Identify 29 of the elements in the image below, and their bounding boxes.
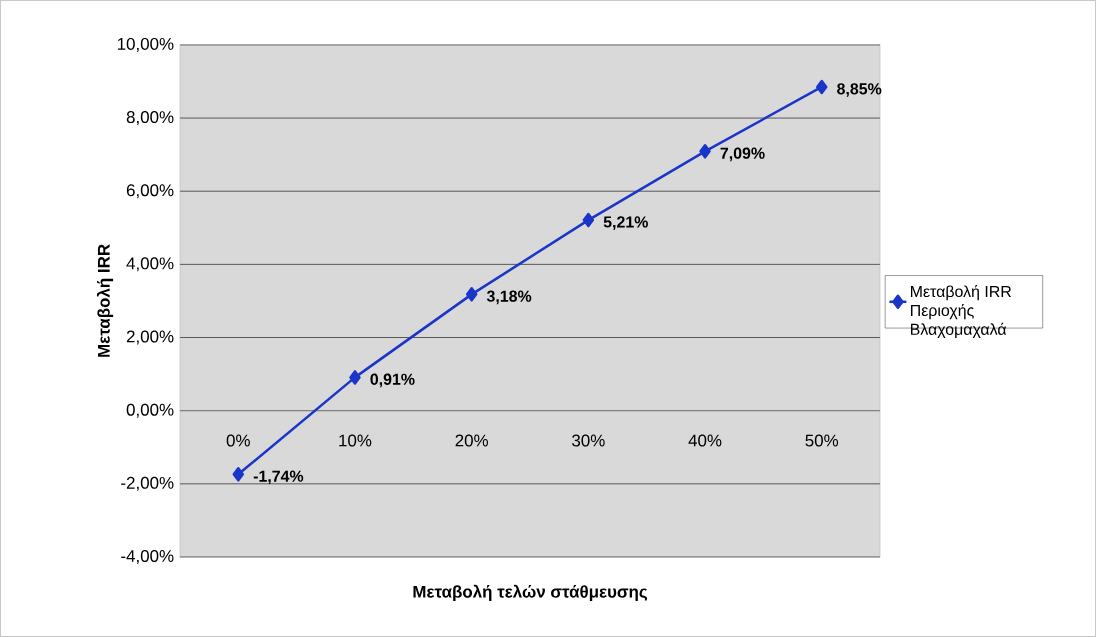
y-tick-label: 8,00% (126, 111, 174, 126)
x-axis-title: Μεταβολή τελών στάθμευσης (413, 584, 648, 602)
data-label: 0,91% (370, 373, 415, 388)
y-axis-title: Μεταβολή IRR (96, 244, 114, 357)
x-tick-label: 20% (455, 434, 488, 447)
data-label: 8,85% (837, 83, 882, 97)
x-tick-label: 50% (805, 434, 839, 447)
data-label: 7,09% (720, 147, 765, 162)
point (815, 79, 828, 95)
x-tick-label: 0% (226, 434, 250, 447)
data-label: 5,21% (603, 216, 648, 230)
x-tick-label: 30% (572, 434, 605, 447)
data-label: 3,18% (486, 290, 532, 305)
point (582, 212, 595, 228)
y-tick-label: -2,00% (121, 476, 174, 491)
y-tick-label: 6,00% (126, 184, 174, 199)
legend-label: Μεταβολή IRR Περιοχής Βλαχομαχαλά (910, 285, 1012, 339)
y-tick-label: 4,00% (126, 257, 174, 272)
point (465, 287, 478, 302)
point (699, 144, 711, 159)
data-label: -1,74% (253, 470, 304, 485)
x-tick-label: 10% (339, 434, 372, 447)
x-tick-label: 40% (688, 434, 722, 447)
point (232, 467, 245, 482)
y-tick-label: 2,00% (126, 330, 174, 345)
point (349, 370, 361, 385)
y-tick-label: 10,00% (117, 37, 174, 52)
y-tick-label: -4,00% (121, 550, 174, 565)
y-tick-label: 0,00% (126, 403, 174, 418)
